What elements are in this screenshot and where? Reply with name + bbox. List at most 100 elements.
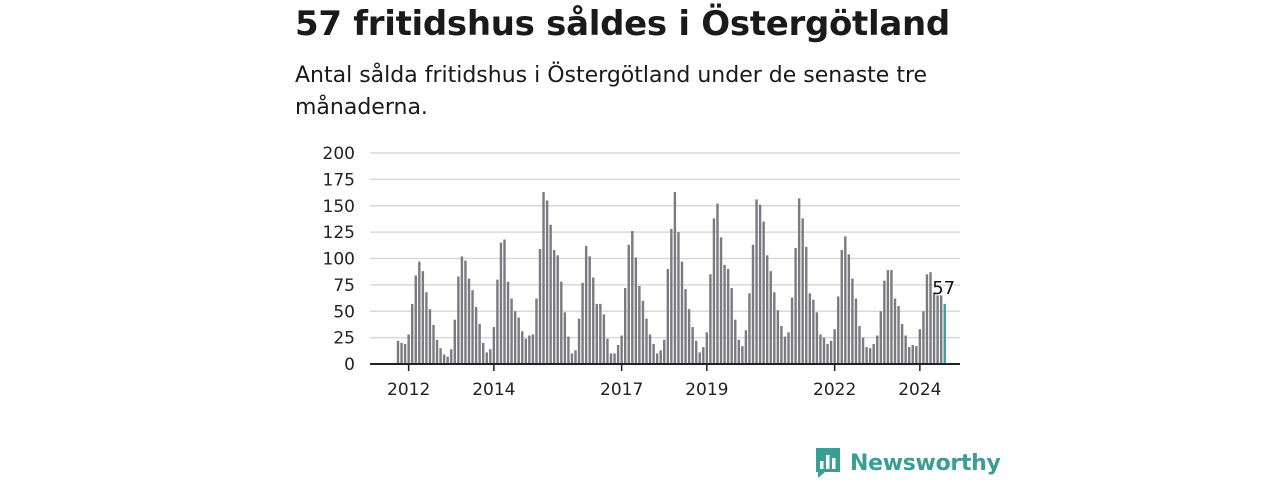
bar bbox=[833, 329, 836, 364]
bar bbox=[503, 239, 506, 364]
bar bbox=[698, 352, 701, 364]
bar bbox=[911, 345, 914, 364]
bar bbox=[467, 278, 471, 364]
bar bbox=[837, 296, 840, 364]
x-tick-label: 2012 bbox=[387, 380, 430, 400]
bar bbox=[929, 272, 932, 364]
bar bbox=[915, 346, 918, 364]
bar bbox=[780, 326, 783, 364]
bar bbox=[574, 350, 577, 364]
bar bbox=[854, 298, 858, 364]
bar bbox=[482, 342, 485, 364]
brand-logo: Newsworthy bbox=[814, 446, 1001, 480]
bar bbox=[773, 292, 776, 364]
bar bbox=[844, 236, 847, 364]
bar bbox=[790, 297, 794, 364]
x-tick-label: 2017 bbox=[600, 380, 643, 400]
bar bbox=[510, 298, 513, 364]
bar bbox=[425, 292, 428, 364]
bar bbox=[794, 247, 797, 364]
bar bbox=[687, 309, 691, 364]
bar bbox=[485, 352, 488, 364]
bar bbox=[616, 345, 620, 364]
bar bbox=[474, 307, 478, 364]
bar bbox=[766, 255, 769, 364]
bar bbox=[624, 288, 627, 364]
bar bbox=[418, 261, 421, 364]
bar bbox=[805, 246, 808, 364]
bar bbox=[822, 337, 826, 365]
bar bbox=[609, 353, 613, 364]
bar bbox=[521, 331, 524, 364]
bar bbox=[783, 336, 787, 364]
bar bbox=[517, 317, 520, 364]
y-tick-label: 0 bbox=[344, 355, 355, 375]
bar bbox=[826, 343, 829, 364]
bar bbox=[421, 271, 425, 364]
bar bbox=[584, 245, 588, 364]
bar bbox=[595, 303, 598, 364]
bar bbox=[936, 295, 939, 364]
bar bbox=[858, 326, 861, 364]
bar bbox=[428, 309, 432, 364]
bar bbox=[538, 249, 542, 364]
brand-name: Newsworthy bbox=[850, 450, 1001, 476]
bar bbox=[659, 350, 662, 364]
bar bbox=[744, 330, 748, 364]
last-value-label: 57 bbox=[932, 278, 955, 299]
bar bbox=[545, 200, 549, 364]
bar bbox=[922, 311, 925, 364]
bar bbox=[457, 276, 460, 364]
bar bbox=[439, 348, 442, 364]
bar bbox=[460, 256, 464, 364]
bar bbox=[847, 254, 851, 364]
bar bbox=[879, 311, 882, 364]
bar bbox=[797, 198, 801, 364]
bar bbox=[908, 347, 911, 364]
bar bbox=[645, 318, 648, 364]
bar bbox=[563, 312, 567, 364]
bar bbox=[588, 256, 591, 364]
y-tick-label: 125 bbox=[323, 223, 355, 243]
bar bbox=[577, 318, 581, 364]
chart-subtitle: Antal sålda fritidshus i Östergötland un… bbox=[295, 63, 928, 120]
chart-title: 57 fritidshus såldes i Östergötland bbox=[295, 4, 950, 44]
bar bbox=[496, 279, 499, 364]
y-tick-label: 25 bbox=[333, 329, 355, 349]
bar bbox=[542, 192, 545, 364]
bar bbox=[641, 300, 645, 364]
bar bbox=[904, 335, 907, 364]
y-tick-label: 150 bbox=[323, 197, 355, 217]
bar bbox=[663, 339, 666, 364]
bar bbox=[535, 298, 538, 364]
bar bbox=[627, 244, 630, 364]
bar bbox=[556, 255, 559, 364]
bar bbox=[734, 319, 737, 364]
bar bbox=[890, 270, 893, 364]
bar bbox=[411, 303, 414, 364]
bar bbox=[631, 231, 634, 364]
bar-chart-speech-bubble-icon bbox=[816, 448, 840, 478]
bar bbox=[471, 290, 474, 364]
bar bbox=[723, 264, 726, 364]
bar bbox=[602, 314, 606, 364]
bar bbox=[403, 343, 407, 364]
bar bbox=[531, 334, 535, 364]
bar bbox=[769, 271, 772, 364]
bar bbox=[396, 340, 400, 364]
bar bbox=[666, 269, 669, 364]
bar bbox=[581, 282, 584, 364]
bar bbox=[755, 199, 758, 364]
bar bbox=[599, 303, 602, 364]
bar bbox=[719, 237, 723, 364]
bar bbox=[570, 353, 574, 364]
bar bbox=[865, 347, 868, 364]
bar bbox=[893, 298, 897, 364]
bar bbox=[751, 244, 755, 364]
bar bbox=[709, 274, 712, 364]
bar bbox=[812, 299, 815, 364]
bar bbox=[506, 281, 510, 364]
bar bbox=[446, 356, 449, 364]
bar bbox=[819, 334, 822, 364]
